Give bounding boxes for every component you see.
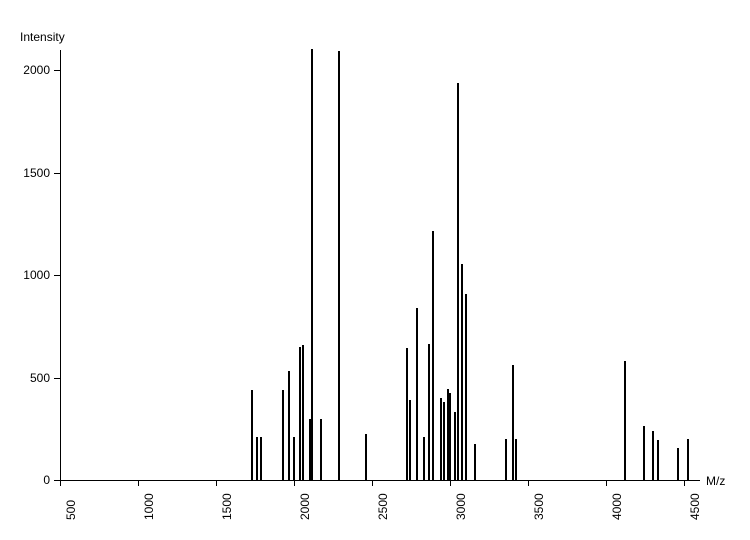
x-tick-label: 3500 bbox=[532, 493, 546, 520]
x-tick-label: 2000 bbox=[298, 493, 312, 520]
y-tick bbox=[54, 275, 60, 276]
x-tick-label: 500 bbox=[64, 500, 78, 520]
peak-bar bbox=[515, 439, 517, 480]
peak-bar bbox=[338, 51, 340, 480]
x-tick-label: 1000 bbox=[142, 493, 156, 520]
peak-bar bbox=[432, 231, 434, 480]
x-axis bbox=[60, 480, 700, 481]
peak-bar bbox=[293, 437, 295, 480]
peak-bar bbox=[302, 345, 304, 480]
peak-bar bbox=[409, 400, 411, 480]
x-tick bbox=[294, 480, 295, 486]
y-tick bbox=[54, 173, 60, 174]
mass-spectrum-chart: 0 500 1000 1500 2000 500 1000 1500 2000 2500 3000 3… bbox=[0, 0, 750, 540]
y-tick-label: 1000 bbox=[0, 268, 50, 282]
peak-bar bbox=[454, 412, 456, 480]
peak-bar bbox=[260, 437, 262, 480]
x-tick-label: 3000 bbox=[454, 493, 468, 520]
x-tick bbox=[528, 480, 529, 486]
y-tick-label: 500 bbox=[0, 371, 50, 385]
peak-bar bbox=[461, 264, 463, 480]
y-tick bbox=[54, 70, 60, 71]
peak-bar bbox=[449, 393, 451, 480]
x-tick bbox=[684, 480, 685, 486]
peak-bar bbox=[443, 402, 445, 480]
peak-bar bbox=[282, 390, 284, 480]
peak-bar bbox=[512, 365, 514, 480]
y-tick-label: 1500 bbox=[0, 166, 50, 180]
y-axis bbox=[60, 50, 61, 480]
peak-bar bbox=[440, 398, 442, 480]
peak-bar bbox=[256, 437, 258, 480]
peak-bar bbox=[365, 434, 367, 480]
x-tick-label: 4500 bbox=[688, 493, 702, 520]
peak-bar bbox=[423, 437, 425, 480]
peak-bar bbox=[416, 308, 418, 480]
peak-bar bbox=[457, 83, 459, 480]
peak-bar bbox=[428, 344, 430, 480]
x-tick-label: 2500 bbox=[376, 493, 390, 520]
peak-bar bbox=[643, 426, 645, 480]
x-tick bbox=[606, 480, 607, 486]
peak-bar bbox=[657, 440, 659, 480]
peak-bar bbox=[288, 371, 290, 480]
x-tick bbox=[138, 480, 139, 486]
x-tick bbox=[450, 480, 451, 486]
x-axis-title: M/z bbox=[706, 474, 725, 488]
peak-bar bbox=[687, 439, 689, 480]
x-tick-label: 1500 bbox=[220, 493, 234, 520]
y-tick-label: 0 bbox=[0, 473, 50, 487]
peak-bar bbox=[251, 390, 253, 480]
peak-bar bbox=[299, 347, 301, 480]
peak-bar bbox=[505, 439, 507, 480]
peak-bar bbox=[406, 348, 408, 480]
x-tick bbox=[372, 480, 373, 486]
peak-bar bbox=[311, 49, 313, 480]
x-tick bbox=[60, 480, 61, 486]
y-axis-title: Intensity bbox=[20, 30, 65, 44]
peak-bar bbox=[624, 361, 626, 480]
y-tick bbox=[54, 378, 60, 379]
peak-bar bbox=[320, 419, 322, 480]
y-tick-label: 2000 bbox=[0, 63, 50, 77]
peak-bar bbox=[677, 448, 679, 480]
peak-bar bbox=[474, 444, 476, 480]
peak-bar bbox=[652, 431, 654, 480]
x-tick-label: 4000 bbox=[610, 493, 624, 520]
peak-bar bbox=[465, 294, 467, 480]
x-tick bbox=[216, 480, 217, 486]
